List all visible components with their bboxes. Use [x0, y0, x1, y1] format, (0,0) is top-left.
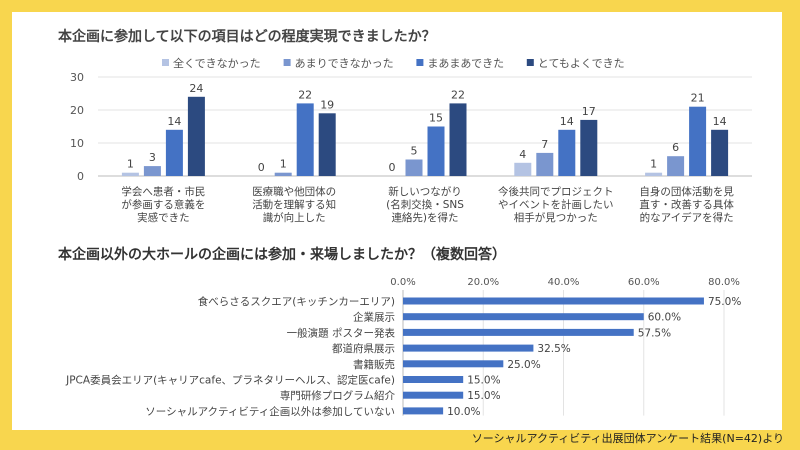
- chart1-ytick: 30: [70, 71, 84, 84]
- chart1-bar: [536, 152, 554, 176]
- chart2-data-label: 10.0%: [447, 406, 480, 418]
- chart2-bar: [403, 391, 464, 399]
- chart2-bar: [403, 297, 704, 305]
- chart2-data-label: 15.0%: [467, 375, 500, 387]
- chart2-data-label: 60.0%: [648, 312, 681, 324]
- chart1-data-label: 22: [298, 88, 312, 101]
- chart1-bar: [667, 156, 685, 176]
- chart2-bar: [403, 344, 534, 352]
- chart1-bar: [514, 162, 532, 176]
- chart2-xtick: 20.0%: [467, 277, 499, 288]
- chart1-data-label: 0: [258, 161, 265, 174]
- chart1-bar: [558, 129, 576, 176]
- chart1-data-label: 6: [672, 141, 679, 154]
- chart2-bar: [403, 407, 444, 415]
- chart1-category-label: 活動を理解する知: [252, 198, 336, 211]
- chart2-title: 本企画以外の大ホールの企画には参加・来場しましたか？（複数回答）: [58, 246, 506, 263]
- chart1-data-label: 1: [280, 158, 287, 171]
- chart2-xtick: 0.0%: [390, 277, 415, 288]
- chart2-category-label: JPCA委員会エリア(キャリアcafe、プラネタリーヘルス、認定医cafe): [65, 374, 395, 387]
- chart1-data-label: 22: [451, 88, 465, 101]
- charts-svg: 本企画に参加して以下の項目はどの程度実現できましたか？ 全くできなかった あまりでき…: [58, 28, 752, 418]
- chart2-bar: [403, 328, 634, 336]
- chart1-data-label: 0: [389, 161, 396, 174]
- chart2-data-label: 15.0%: [467, 390, 500, 402]
- chart1-data-label: 7: [541, 138, 548, 151]
- chart1-data-label: 14: [713, 115, 727, 128]
- chart2-data-label: 32.5%: [537, 343, 570, 355]
- chart1-data-label: 1: [127, 158, 134, 171]
- chart2-category-label: 専門研修プログラム紹介: [280, 389, 396, 402]
- legend-swatch-3: [416, 59, 424, 66]
- chart1-category-label: 相手が見つかった: [514, 211, 598, 224]
- chart2-category-label: 都道府県展示: [332, 342, 395, 355]
- chart1-category-label: 直す・改善する具体: [639, 198, 734, 211]
- chart1-category-label: が参画する意義を: [121, 198, 205, 211]
- chart1-data-label: 21: [691, 92, 705, 105]
- chart1-bar: [645, 172, 663, 176]
- chart2-data-label: 75.0%: [708, 296, 741, 308]
- chart1-bar: [143, 166, 161, 176]
- legend-label-2: あまりできなかった: [295, 57, 394, 70]
- legend-swatch-1: [162, 59, 169, 66]
- chart1-data-label: 19: [320, 98, 334, 111]
- chart1-category-label: 実感できた: [137, 211, 190, 224]
- chart1-data-label: 1: [650, 158, 657, 171]
- chart1-data-label: 14: [560, 115, 574, 128]
- legend-label-4: とてもよくできた: [538, 57, 625, 70]
- chart1-category-label: 識が向上した: [263, 211, 326, 224]
- chart2-xtick: 40.0%: [548, 277, 580, 288]
- chart2-category-label: 書籍販売: [353, 358, 395, 371]
- chart1-category-label: やイベントを計画したい: [498, 198, 614, 211]
- chart2-data-label: 57.5%: [638, 327, 671, 339]
- chart1-category-label: (名刺交換・SNS: [386, 198, 464, 211]
- chart1-data-label: 15: [429, 112, 443, 125]
- chart2-category-label: 食べらさるスクエア(キッチンカーエリア): [198, 295, 395, 308]
- chart2-bar: [403, 313, 644, 321]
- chart1-ytick: 20: [70, 104, 84, 117]
- chart1-title: 本企画に参加して以下の項目はどの程度実現できましたか？: [58, 28, 436, 45]
- chart1-ytick: 0: [77, 170, 84, 183]
- slide-panel: 本企画に参加して以下の項目はどの程度実現できましたか？ 全くできなかった あまりでき…: [12, 12, 782, 430]
- chart1-bar: [580, 119, 598, 176]
- chart1-category-label: 医療職や他団体の: [252, 185, 336, 198]
- chart2-bar: [403, 360, 504, 368]
- chart1-data-label: 14: [167, 115, 181, 128]
- chart1-category-label: 的なアイデアを得た: [640, 211, 734, 224]
- chart2-data-label: 25.0%: [507, 359, 540, 371]
- legend-label-1: 全くできなかった: [173, 56, 261, 70]
- chart1-data-label: 5: [411, 145, 418, 158]
- chart1-bar: [274, 172, 292, 176]
- chart1-category-label: 連絡先)を得た: [391, 211, 458, 224]
- chart2-xtick: 80.0%: [708, 277, 740, 288]
- chart1-bar: [689, 106, 707, 176]
- chart1-category-label: 今後共同でプロジェクト: [498, 185, 614, 198]
- chart1-data-label: 17: [582, 105, 596, 118]
- chart1-bar: [449, 103, 467, 176]
- chart1-data-label: 3: [149, 151, 156, 164]
- chart1-bar: [711, 129, 729, 176]
- chart1-category-label: 新しいつながり: [388, 185, 462, 198]
- chart1-data-label: 24: [189, 82, 203, 95]
- chart1-bar: [296, 103, 314, 176]
- chart1-ytick: 10: [70, 137, 84, 150]
- chart1-bar: [121, 172, 139, 176]
- chart1-bar: [405, 159, 423, 176]
- chart2-bar: [403, 376, 464, 383]
- legend-swatch-2: [283, 59, 291, 66]
- legend-swatch-4: [526, 59, 534, 66]
- chart2-xtick: 60.0%: [628, 277, 660, 288]
- footer-note: ソーシャルアクティビティ出展団体アンケート結果(N=42)より: [471, 432, 784, 445]
- legend-label-3: まあまあできた: [427, 57, 504, 70]
- chart1-bar: [318, 113, 336, 176]
- chart2-category-label: ソーシャルアクティビティ企画以外は参加していない: [145, 405, 395, 418]
- chart1-data-label: 4: [519, 148, 526, 161]
- chart1-category-label: 学会へ患者・市民: [121, 185, 205, 198]
- chart1-category-label: 自身の団体活動を見: [639, 185, 734, 198]
- chart2-category-label: 企業展示: [353, 311, 395, 324]
- chart1-bar: [165, 129, 183, 176]
- chart2-category-label: 一般演題 ポスター発表: [287, 326, 396, 339]
- chart1-bar: [187, 96, 205, 176]
- chart1-bar: [427, 126, 445, 176]
